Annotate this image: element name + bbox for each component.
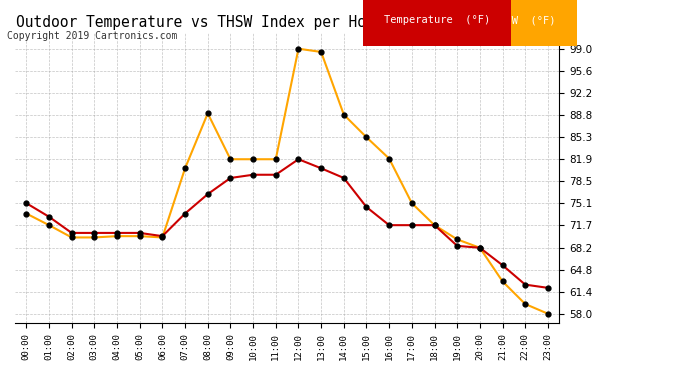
Text: Copyright 2019 Cartronics.com: Copyright 2019 Cartronics.com [7, 32, 177, 41]
Text: Temperature  (°F): Temperature (°F) [384, 15, 490, 25]
Text: THSW  (°F): THSW (°F) [493, 15, 555, 25]
Title: Outdoor Temperature vs THSW Index per Hour (24 Hours) 20190711: Outdoor Temperature vs THSW Index per Ho… [16, 15, 558, 30]
